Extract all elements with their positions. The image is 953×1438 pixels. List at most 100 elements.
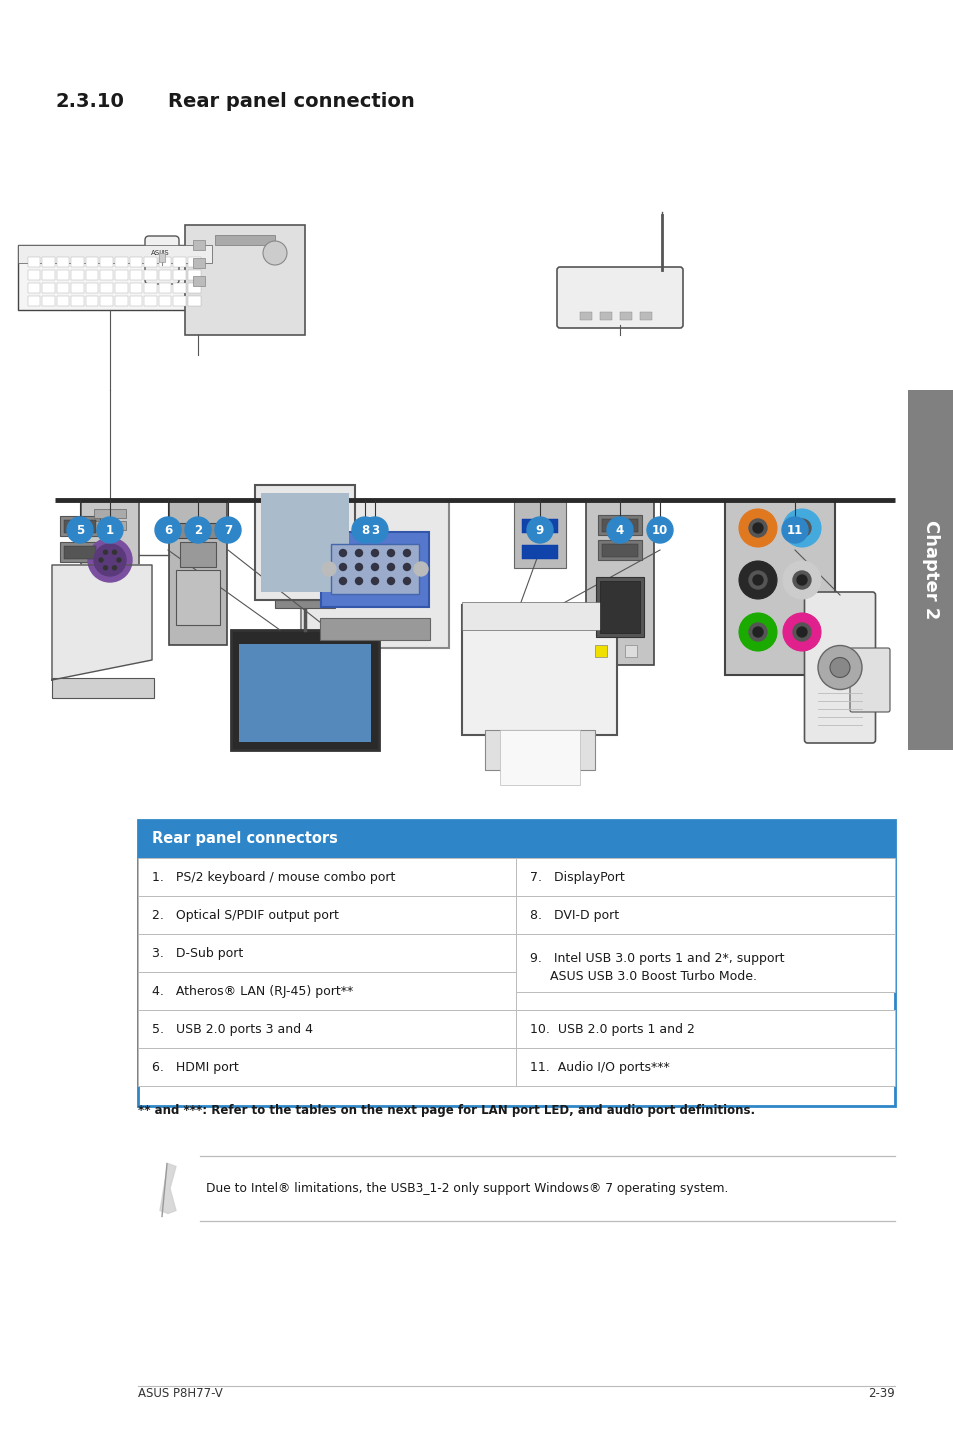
- Bar: [52, 677, 153, 697]
- Bar: [144, 296, 156, 306]
- Circle shape: [94, 544, 126, 577]
- Circle shape: [792, 519, 810, 536]
- Circle shape: [748, 571, 766, 590]
- Bar: [331, 544, 418, 594]
- Bar: [601, 519, 638, 532]
- Circle shape: [355, 564, 362, 571]
- Circle shape: [748, 623, 766, 641]
- Bar: [138, 858, 516, 896]
- Circle shape: [739, 613, 776, 651]
- Text: ASUS P8H77-V: ASUS P8H77-V: [138, 1388, 222, 1401]
- Circle shape: [403, 564, 410, 571]
- FancyBboxPatch shape: [849, 649, 889, 712]
- Bar: [158, 296, 172, 306]
- Bar: [178, 523, 218, 538]
- Circle shape: [117, 558, 121, 562]
- Text: 7.   DisplayPort: 7. DisplayPort: [530, 870, 624, 883]
- Bar: [28, 296, 40, 306]
- Text: 2.   Optical S/PDIF output port: 2. Optical S/PDIF output port: [152, 909, 338, 922]
- Text: 5.   USB 2.0 ports 3 and 4: 5. USB 2.0 ports 3 and 4: [152, 1022, 313, 1035]
- Circle shape: [752, 627, 762, 637]
- Circle shape: [371, 578, 378, 584]
- Bar: [100, 257, 112, 267]
- Bar: [100, 296, 112, 306]
- Circle shape: [154, 518, 181, 544]
- Bar: [907, 390, 953, 751]
- FancyBboxPatch shape: [484, 731, 595, 769]
- Circle shape: [339, 564, 346, 571]
- Text: 5: 5: [76, 523, 84, 536]
- Bar: [158, 270, 172, 280]
- Bar: [239, 644, 371, 742]
- Circle shape: [829, 657, 849, 677]
- Bar: [56, 296, 70, 306]
- Circle shape: [214, 518, 241, 544]
- Circle shape: [414, 562, 428, 577]
- Bar: [180, 542, 215, 567]
- Circle shape: [748, 519, 766, 536]
- Bar: [169, 500, 227, 646]
- Text: 3.   D-Sub port: 3. D-Sub port: [152, 946, 243, 959]
- Bar: [60, 542, 100, 562]
- Text: 7: 7: [224, 523, 232, 536]
- Bar: [274, 600, 335, 608]
- Bar: [193, 257, 205, 267]
- Bar: [462, 603, 617, 630]
- Bar: [499, 731, 579, 785]
- Text: 6.   HDMI port: 6. HDMI port: [152, 1060, 238, 1074]
- Bar: [144, 257, 156, 267]
- Bar: [115, 257, 128, 267]
- Bar: [173, 257, 186, 267]
- Bar: [144, 270, 156, 280]
- Bar: [175, 569, 220, 626]
- Bar: [138, 972, 516, 1009]
- Circle shape: [112, 565, 116, 569]
- Bar: [138, 820, 894, 858]
- Circle shape: [263, 242, 287, 265]
- Bar: [100, 283, 112, 293]
- Circle shape: [817, 646, 862, 689]
- Bar: [516, 858, 894, 896]
- Bar: [144, 283, 156, 293]
- Circle shape: [781, 518, 807, 544]
- Bar: [579, 312, 592, 321]
- Bar: [261, 493, 349, 592]
- Circle shape: [796, 523, 806, 533]
- Bar: [188, 257, 200, 267]
- Text: 11: 11: [786, 523, 802, 536]
- Circle shape: [97, 518, 123, 544]
- Bar: [130, 257, 142, 267]
- Circle shape: [88, 538, 132, 582]
- Circle shape: [782, 561, 821, 600]
- Bar: [56, 283, 70, 293]
- Bar: [138, 1009, 516, 1048]
- Bar: [624, 646, 637, 657]
- Text: ASUS: ASUS: [152, 250, 170, 256]
- Bar: [639, 312, 651, 321]
- Bar: [56, 257, 70, 267]
- Bar: [158, 283, 172, 293]
- Bar: [28, 283, 40, 293]
- Bar: [130, 270, 142, 280]
- Text: 8: 8: [360, 523, 369, 536]
- Circle shape: [99, 558, 103, 562]
- Bar: [585, 500, 654, 664]
- Bar: [138, 896, 516, 935]
- Bar: [599, 581, 639, 633]
- Bar: [42, 270, 54, 280]
- Bar: [188, 296, 200, 306]
- Text: 2: 2: [193, 523, 202, 536]
- Text: 10.  USB 2.0 ports 1 and 2: 10. USB 2.0 ports 1 and 2: [530, 1022, 695, 1035]
- Bar: [115, 283, 128, 293]
- Bar: [254, 485, 355, 600]
- Circle shape: [752, 575, 762, 585]
- Circle shape: [796, 627, 806, 637]
- Text: 10: 10: [651, 523, 667, 536]
- Circle shape: [387, 578, 395, 584]
- Bar: [521, 519, 558, 533]
- Circle shape: [606, 518, 633, 544]
- Circle shape: [387, 549, 395, 557]
- Text: ** and ***: Refer to the tables on the next page for LAN port LED, and audio por: ** and ***: Refer to the tables on the n…: [138, 1104, 755, 1117]
- Circle shape: [739, 509, 776, 546]
- Bar: [514, 500, 565, 568]
